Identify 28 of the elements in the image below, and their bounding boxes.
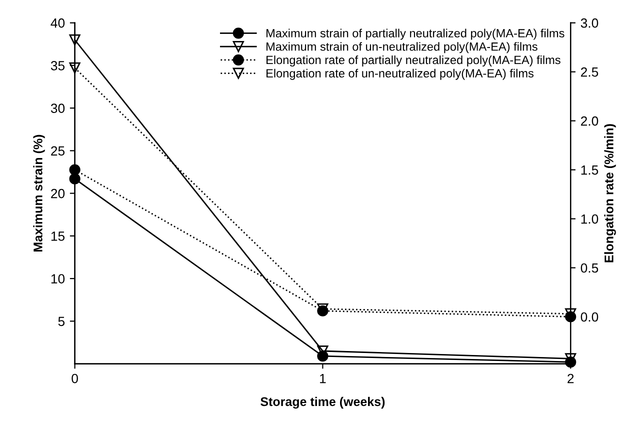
y-tick-label: 35: [50, 61, 65, 70]
y-axis-title: Maximum strain (%): [33, 134, 45, 252]
point: [69, 164, 80, 176]
point: [69, 62, 80, 74]
x-tick-label: 2: [568, 374, 574, 384]
legend-label: Elongation rate of un-neutralized poly(MA-EA) films: [266, 68, 534, 80]
y-tick-label: 40: [50, 18, 65, 28]
x-tick-label: 0: [72, 374, 78, 384]
y2-tick-label: 3.0: [580, 18, 598, 28]
y2-axis-title: Elongation rate (%/min): [604, 124, 616, 262]
y2-tick-label: 0.5: [580, 263, 598, 273]
legend-label: Elongation rate of partially neutralized poly(MA-EA) films: [266, 55, 560, 66]
y-tick-label: 20: [51, 188, 65, 198]
y2-tick-label: 0.0: [580, 312, 598, 322]
y2-tick-label: 2.0: [580, 116, 598, 126]
point: [69, 34, 80, 46]
y-tick-label: 30: [50, 104, 65, 113]
y-tick-label: 25: [51, 146, 65, 156]
y2-tick-label: 2.5: [580, 67, 598, 77]
y2-tick-label: 1.0: [581, 214, 598, 224]
y-tick-label: 10: [51, 274, 65, 284]
y-tick-label: 5: [58, 316, 65, 326]
x-tick-label: 1: [320, 374, 326, 384]
x-axis-title: Storage time (weeks): [260, 396, 385, 409]
y-tick-label: 15: [51, 232, 65, 241]
y2-tick-label: 1.5: [581, 166, 598, 175]
legend-label: Maximum strain of un-neutralized poly(MA-EA) films: [266, 42, 538, 54]
legend-label: Maximum strain of partially neutralized poly(MA-EA) films: [266, 28, 564, 40]
